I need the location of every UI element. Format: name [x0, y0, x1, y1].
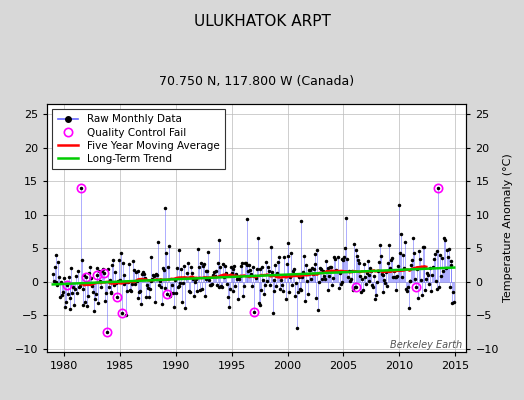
Text: ULUKHATOK ARPT: ULUKHATOK ARPT	[193, 14, 331, 29]
Title: 70.750 N, 117.800 W (Canada): 70.750 N, 117.800 W (Canada)	[159, 74, 354, 88]
Y-axis label: Temperature Anomaly (°C): Temperature Anomaly (°C)	[503, 154, 513, 302]
Legend: Raw Monthly Data, Quality Control Fail, Five Year Moving Average, Long-Term Tren: Raw Monthly Data, Quality Control Fail, …	[52, 109, 225, 169]
Text: Berkeley Earth: Berkeley Earth	[390, 340, 462, 350]
